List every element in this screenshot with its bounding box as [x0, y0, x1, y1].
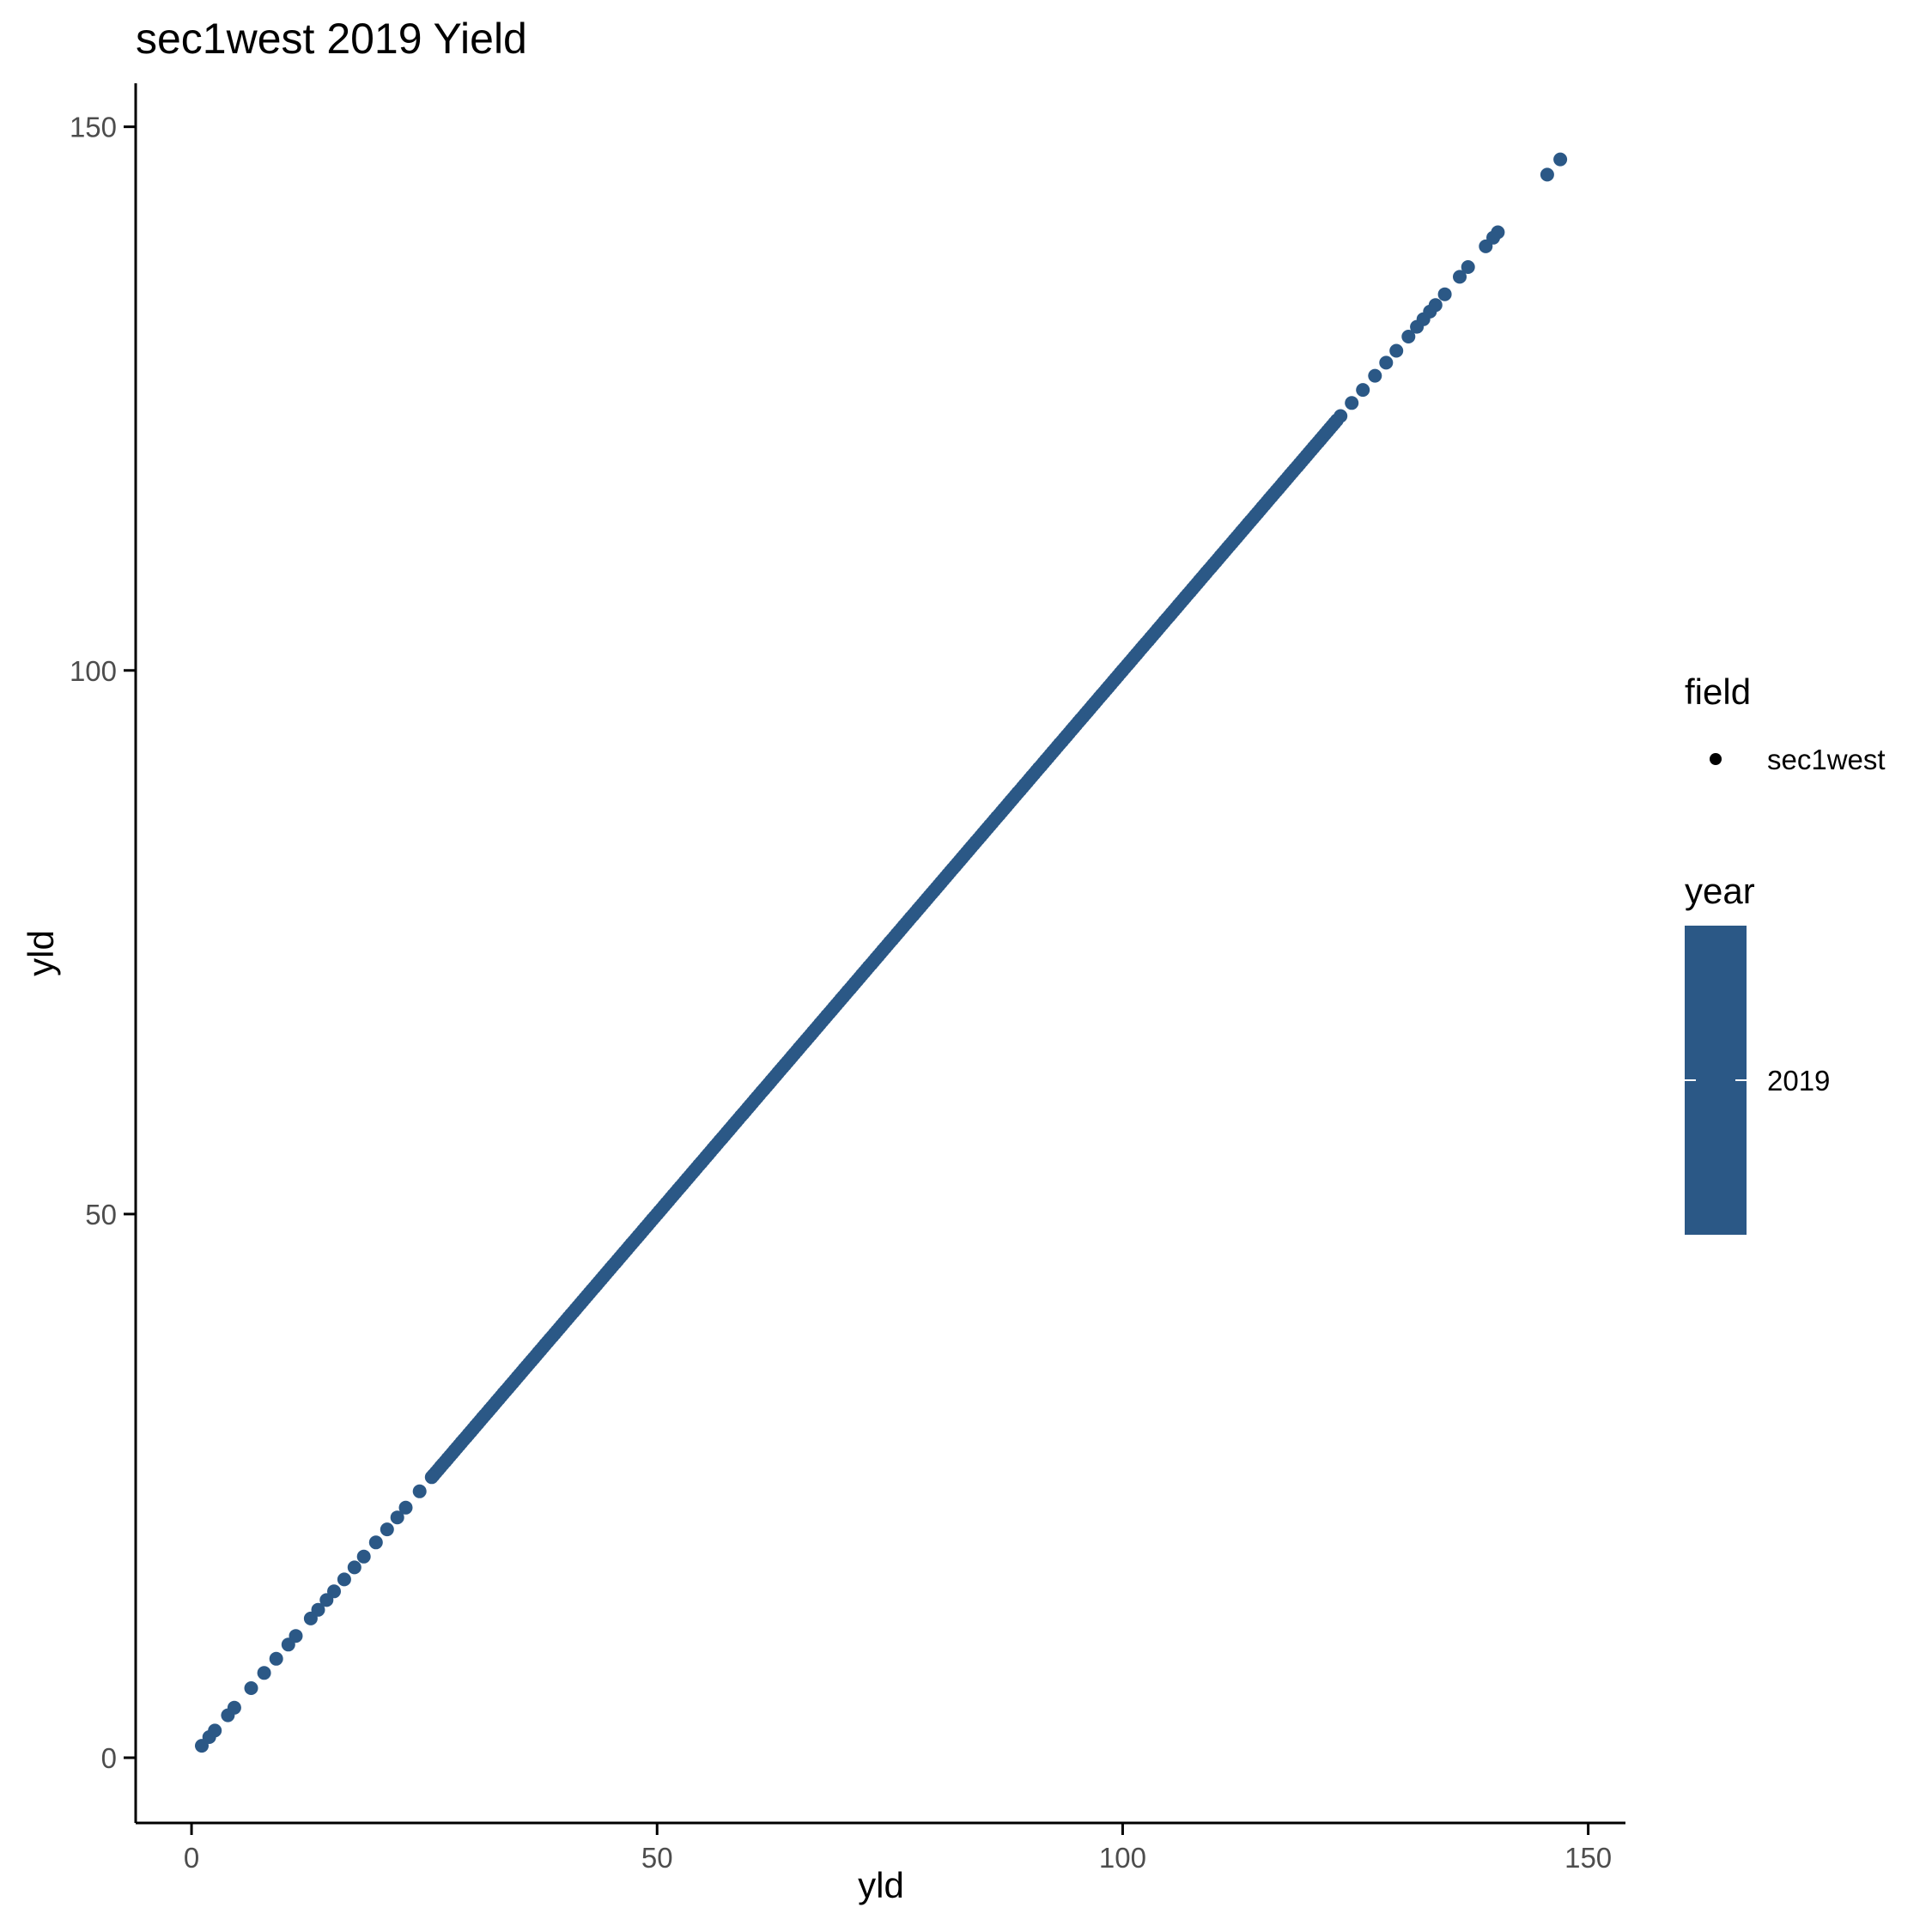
data-point: [1379, 355, 1394, 370]
data-point: [1437, 287, 1452, 301]
legend-year-label: 2019: [1767, 1065, 1830, 1097]
data-point: [1428, 298, 1443, 313]
data-point: [1401, 330, 1416, 343]
data-point: [390, 1510, 404, 1525]
y-axis-title: yld: [21, 930, 61, 976]
legend-year-title: year: [1685, 871, 1755, 911]
data-point: [1461, 260, 1475, 274]
data-point: [1389, 343, 1404, 358]
y-tick-label: 150: [70, 112, 117, 143]
data-point: [1553, 152, 1568, 167]
data-point: [380, 1522, 394, 1537]
data-point: [1368, 368, 1382, 383]
points-layer: [195, 152, 1568, 1753]
data-point: [289, 1629, 303, 1643]
y-tick-label: 0: [101, 1742, 117, 1774]
data-point: [1453, 270, 1467, 284]
data-point: [368, 1535, 383, 1550]
x-tick-label: 0: [184, 1842, 199, 1874]
data-point: [244, 1681, 258, 1695]
legend: field sec1west year 2019: [1685, 671, 1886, 1235]
x-tick-label: 150: [1564, 1842, 1612, 1874]
y-tick-label: 50: [85, 1199, 117, 1230]
x-tick-label: 50: [641, 1842, 673, 1874]
data-point: [412, 1484, 427, 1498]
data-point: [356, 1549, 371, 1564]
data-point: [1345, 396, 1359, 410]
data-point: [424, 1470, 439, 1485]
legend-field-point: [1710, 753, 1722, 765]
data-point: [1491, 225, 1505, 240]
data-point: [257, 1666, 271, 1680]
data-point: [327, 1584, 341, 1599]
data-point: [1540, 167, 1554, 182]
chart-title: sec1west 2019 Yield: [136, 15, 527, 63]
data-point: [337, 1572, 351, 1587]
data-point: [1334, 409, 1348, 423]
y-tick-label: 100: [70, 655, 117, 687]
data-point: [347, 1560, 361, 1575]
x-axis-ticks: 0 50 100 150: [184, 1823, 1612, 1874]
legend-field-label: sec1west: [1767, 744, 1886, 775]
data-point: [227, 1700, 241, 1715]
data-point: [1356, 383, 1370, 398]
x-tick-label: 100: [1099, 1842, 1146, 1874]
y-axis-ticks: 0 50 100 150: [70, 112, 136, 1774]
data-point: [311, 1602, 325, 1617]
legend-field-title: field: [1685, 671, 1751, 712]
x-axis-title: yld: [858, 1865, 904, 1905]
data-point: [208, 1723, 222, 1738]
data-point: [269, 1651, 283, 1666]
data-point: [398, 1500, 413, 1515]
